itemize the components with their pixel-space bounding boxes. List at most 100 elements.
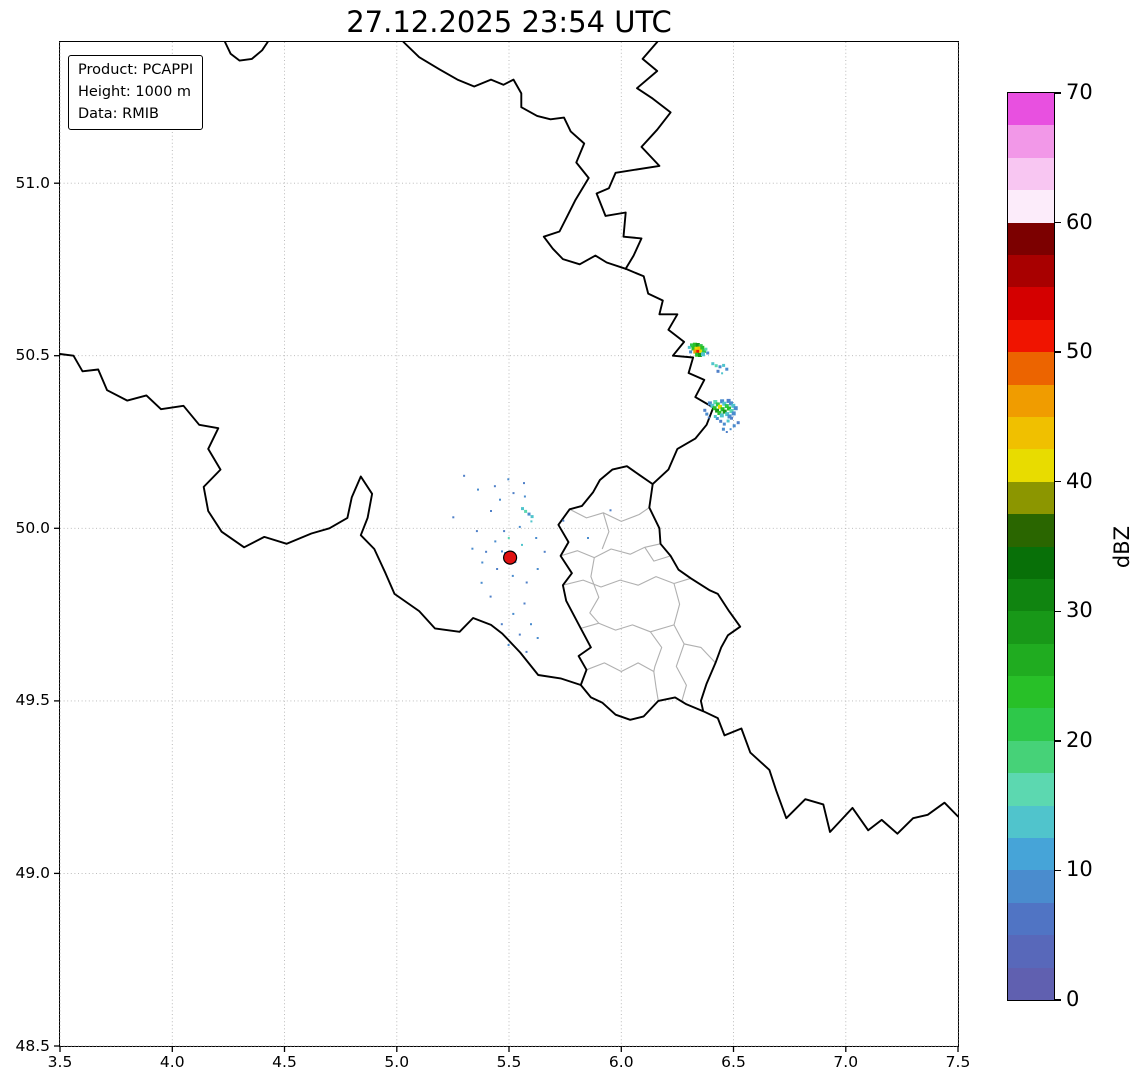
- plot-title: 27.12.2025 23:54 UTC: [346, 5, 672, 39]
- radar-echo-cell: [481, 561, 484, 564]
- colorbar-tick: [1054, 351, 1061, 353]
- radar-echo-cell: [543, 550, 546, 553]
- radar-echo-cell: [490, 510, 492, 512]
- colorbar-band: [1008, 481, 1054, 515]
- colorbar-tick: [1054, 221, 1061, 224]
- radar-echo-cell: [731, 411, 736, 416]
- radar-echo-cell: [715, 417, 719, 420]
- colorbar-tick: [1054, 999, 1061, 1001]
- colorbar-tick-label: 70: [1066, 80, 1093, 104]
- radar-echo-cell: [695, 352, 700, 357]
- radar-echo-cell: [521, 543, 523, 546]
- radar-echo-cell: [721, 372, 724, 375]
- x-tick-label: 5.5: [496, 1053, 522, 1071]
- radar-echo-cell: [725, 431, 728, 433]
- region-border: [673, 583, 687, 702]
- info-box: Product: PCAPPI Height: 1000 m Data: RMI…: [68, 55, 204, 131]
- colorbar-tick-label: 30: [1066, 598, 1093, 623]
- radar-echo-cell: [690, 343, 694, 348]
- y-tick-label: 51.0: [15, 173, 50, 192]
- radar-echo-cell: [512, 492, 515, 495]
- region-border: [683, 643, 716, 664]
- radar-echo-cell: [524, 509, 528, 513]
- region-border: [649, 631, 663, 672]
- radar-echo-cell: [496, 568, 499, 570]
- radar-echo-cell: [489, 595, 492, 598]
- radar-echo-cell: [713, 400, 718, 404]
- radar-echo-cell: [536, 568, 539, 570]
- radar-echo-cell: [525, 581, 528, 584]
- radar-echo-cell: [719, 413, 724, 418]
- radar-echo-cell: [711, 362, 715, 366]
- colorbar-band: [1008, 352, 1054, 385]
- radar-echo-cell: [530, 520, 533, 523]
- region-border: [586, 662, 659, 701]
- country-border: [59, 353, 582, 686]
- radar-echo-cell: [689, 350, 693, 354]
- radar-site-marker: [503, 550, 518, 565]
- info-data-line: Data: RMIB: [78, 105, 159, 122]
- radar-echo-cell: [720, 399, 725, 404]
- colorbar-band: [1008, 935, 1054, 968]
- colorbar-band: [1008, 287, 1054, 320]
- radar-echo-cell: [475, 530, 478, 533]
- country-border: [557, 465, 742, 721]
- radar-echo-cell: [717, 411, 722, 415]
- radar-echo-cell: [499, 498, 501, 501]
- radar-echo-cell: [713, 415, 717, 418]
- colorbar-band: [1008, 449, 1054, 482]
- region-border: [560, 543, 661, 559]
- colorbar-band: [1008, 838, 1054, 871]
- radar-echo-cell: [687, 345, 691, 349]
- radar-echo-cell: [727, 414, 732, 419]
- radar-echo-cell: [523, 495, 526, 498]
- radar-echo-cell: [726, 419, 730, 423]
- radar-echo-cell: [523, 602, 526, 605]
- radar-echo-cell: [720, 407, 725, 412]
- radar-echo-cell: [707, 401, 712, 406]
- radar-echo-cell: [500, 623, 503, 626]
- radar-echo-cell: [507, 537, 510, 539]
- radar-echo-cell: [691, 346, 696, 351]
- radar-echo-cell: [512, 612, 515, 615]
- colorbar-band: [1008, 902, 1054, 936]
- radar-echo-cell: [715, 402, 720, 407]
- country-border: [595, 41, 672, 270]
- colorbar-band: [1008, 805, 1054, 839]
- radar-echo-cell: [521, 507, 524, 511]
- colorbar-tick: [1054, 740, 1061, 742]
- radar-echo-cell: [718, 404, 722, 409]
- colorbar-band: [1008, 125, 1054, 158]
- radar-echo-cell: [518, 525, 521, 528]
- colorbar-band: [1008, 93, 1054, 126]
- radar-echo-cell: [731, 403, 736, 408]
- colorbar-band: [1008, 611, 1054, 644]
- colorbar-band: [1008, 708, 1054, 741]
- radar-echo-cell: [485, 550, 488, 553]
- radar-echo-cell: [722, 363, 726, 367]
- colorbar-tick: [1054, 610, 1061, 613]
- colorbar-band: [1008, 578, 1054, 612]
- x-tick-label: 5.0: [384, 1053, 410, 1071]
- colorbar-band: [1008, 643, 1054, 677]
- y-tick-label: 50.0: [15, 518, 50, 537]
- radar-echo-cell: [523, 482, 525, 485]
- colorbar-tick-label: 40: [1066, 468, 1093, 493]
- radar-echo-cell: [727, 406, 731, 411]
- colorbar-band: [1008, 514, 1054, 547]
- radar-echo-cell: [710, 403, 715, 408]
- radar-echo-cell: [721, 427, 725, 431]
- radar-echo-cell: [609, 509, 612, 512]
- radar-echo-cell: [704, 347, 708, 351]
- y-tick-label: 48.5: [15, 1036, 50, 1055]
- colorbar-tick: [1054, 92, 1061, 94]
- radar-echo-cell: [707, 416, 710, 419]
- radar-echo-cell: [696, 349, 701, 354]
- colorbar-band: [1008, 157, 1054, 191]
- radar-echo-cell: [699, 349, 704, 354]
- country-border: [224, 41, 269, 62]
- radar-echo-cell: [535, 537, 538, 539]
- radar-echo-cell: [706, 351, 710, 355]
- radar-echo-cell: [477, 488, 479, 491]
